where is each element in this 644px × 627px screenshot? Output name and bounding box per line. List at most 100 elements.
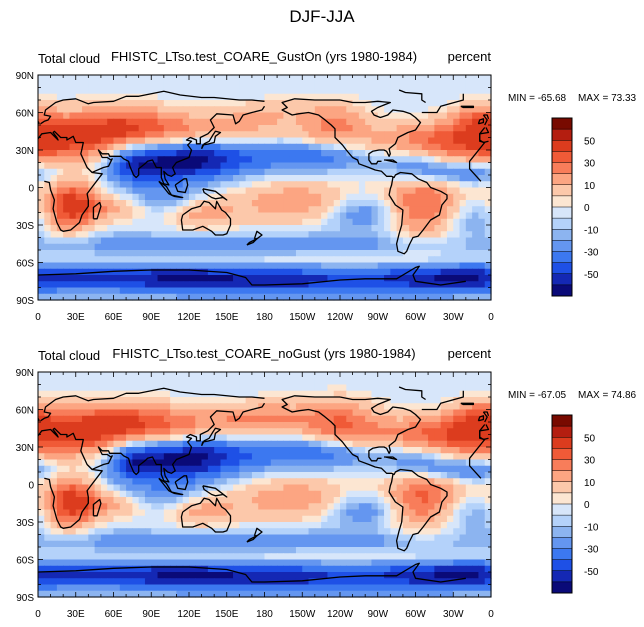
heatmap-cell [138,434,146,442]
heatmap-cell [50,125,58,132]
heatmap-cell [340,281,347,289]
heatmap-cell [163,231,171,239]
heatmap-cell [321,131,329,139]
heatmap-cell [384,490,391,498]
heatmap-cell [88,484,96,492]
heatmap-cell [484,534,492,542]
heatmap-cell [465,497,473,504]
heatmap-cell [384,522,391,529]
heatmap-cell [144,106,152,114]
x-tick-label: 150W [289,312,316,323]
heatmap-cell [138,453,146,461]
heatmap-cell [176,293,184,301]
heatmap-cell [163,275,171,282]
heatmap-cell [283,384,291,392]
heatmap-cell [69,403,77,411]
heatmap-cell [396,256,404,264]
heatmap-cell [170,522,178,529]
heatmap-cell [182,293,190,301]
heatmap-cell [340,459,347,467]
heatmap-cell [258,440,266,448]
heatmap-cell [327,384,335,392]
heatmap-cell [396,503,404,511]
heatmap-cell [289,237,297,245]
heatmap-cell [440,275,448,282]
heatmap-cell [44,522,52,529]
heatmap-cell [390,415,398,423]
heatmap-cell [434,490,442,498]
heatmap-cell [82,465,89,473]
heatmap-cell [295,131,303,139]
heatmap-cell [119,143,127,151]
heatmap-cell [207,200,215,207]
min-label: MIN = -65.68 [508,93,567,104]
heatmap-cell [163,268,171,276]
heatmap-cell [264,428,272,436]
heatmap-cell [182,181,190,189]
heatmap-cell [314,372,322,379]
heatmap-cell [107,490,115,498]
heatmap-cell [289,118,297,126]
heatmap-cell [453,187,461,195]
heatmap-cell [107,403,115,411]
heatmap-cell [176,559,184,567]
heatmap-cell [465,256,473,264]
heatmap-cell [415,175,423,182]
heatmap-cell [409,522,417,529]
heatmap-cell [365,384,373,392]
heatmap-cell [352,106,360,114]
heatmap-cell [258,478,266,486]
heatmap-cell [201,540,209,548]
heatmap-cell [157,509,165,517]
heatmap-cell [144,162,152,170]
heatmap-cell [50,231,58,239]
heatmap-cell [295,243,303,251]
heatmap-cell [189,287,196,295]
heatmap-cell [100,143,108,151]
heatmap-cell [484,403,492,411]
heatmap-cell [428,150,435,157]
heatmap-cell [384,372,391,379]
heatmap-cell [63,447,71,454]
heatmap-cell [459,378,467,386]
heatmap-cell [421,459,429,467]
heatmap-cell [63,509,71,517]
heatmap-cell [195,143,203,151]
heatmap-cell [270,231,278,239]
heatmap-cell [88,528,96,536]
heatmap-cell [233,93,240,101]
heatmap-cell [277,528,284,536]
heatmap-cell [82,93,89,101]
heatmap-cell [88,125,96,132]
heatmap-cell [352,522,360,529]
heatmap-cell [63,403,71,411]
heatmap-cell [327,403,335,411]
heatmap-cell [100,540,108,548]
heatmap-cell [258,143,266,151]
heatmap-cell [459,490,467,498]
heatmap-cell [295,206,303,214]
heatmap-cell [207,428,215,436]
heatmap-cell [346,275,354,282]
heatmap-cell [44,87,52,95]
heatmap-cell [144,453,152,461]
heatmap-cell [402,137,410,145]
heatmap-cell [390,93,398,101]
heatmap-cell [346,490,354,498]
heatmap-cell [314,447,322,454]
heatmap-cell [195,453,203,461]
heatmap-cell [440,465,448,473]
heatmap-cell [245,378,253,386]
heatmap-cell [207,522,215,529]
heatmap-cell [346,125,354,132]
heatmap-cell [402,447,410,454]
heatmap-cell [245,137,253,145]
heatmap-cell [245,522,253,529]
heatmap-cell [226,162,234,170]
heatmap-cell [440,212,448,220]
heatmap-cell [352,503,360,511]
heatmap-cell [340,81,347,89]
heatmap-cell [346,243,354,251]
heatmap-cell [371,231,379,239]
heatmap-cell [453,440,461,448]
